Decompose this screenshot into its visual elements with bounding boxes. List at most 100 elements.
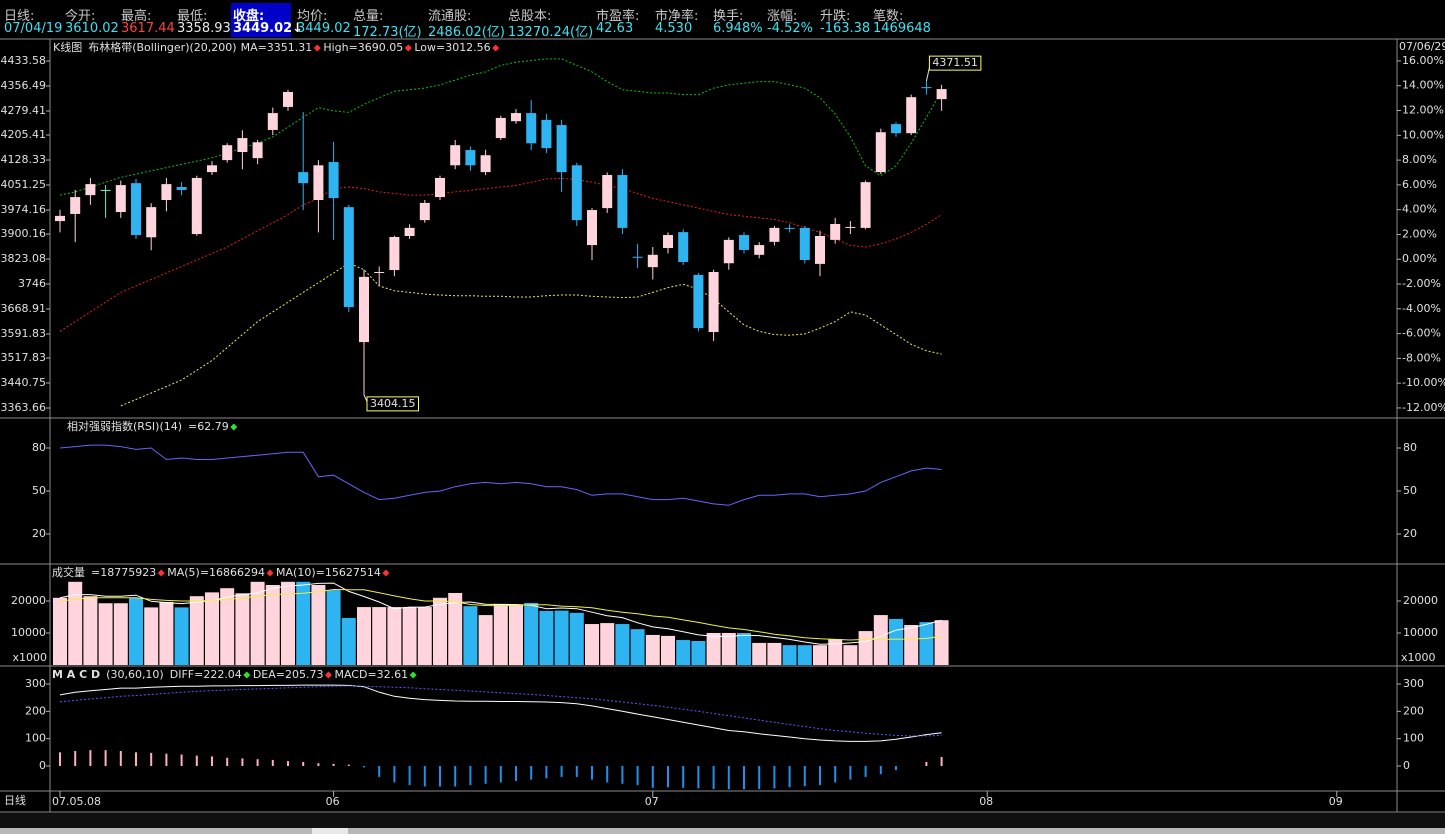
- candle-body: [313, 165, 324, 200]
- macd-bar: [302, 761, 305, 767]
- candle-body: [55, 215, 65, 222]
- y2-tick-label: 14.00%: [1402, 79, 1444, 92]
- y-tick-label-right: 0: [1403, 759, 1410, 772]
- y2-tick-label: 6.00%: [1402, 178, 1437, 191]
- readout: Low=3012.56: [414, 41, 490, 54]
- macd-bar: [119, 750, 122, 767]
- unit-label: x1000: [12, 651, 47, 664]
- volume-bar: [113, 603, 128, 665]
- candle-body: [906, 97, 917, 134]
- readout: MACD=32.61: [334, 668, 408, 681]
- date-label: 07/06/29: [1399, 40, 1445, 53]
- candle-body: [161, 184, 172, 200]
- volume-ma: [59, 588, 942, 641]
- candle-body: [207, 165, 217, 173]
- volume-bar: [98, 603, 113, 665]
- x-tick-label: 06: [326, 795, 340, 808]
- macd-bar: [712, 766, 715, 789]
- candle-body: [328, 162, 339, 199]
- field-value: -4.52%: [767, 21, 813, 36]
- field-label: 升跌:: [820, 9, 851, 24]
- y2-tick-label: -10.00%: [1402, 376, 1445, 389]
- volume-bar: [341, 617, 356, 665]
- macd-bar: [165, 753, 168, 767]
- volume-bar: [554, 610, 569, 665]
- y-tick-label: 3363.66: [1, 401, 47, 414]
- volume-bar: [539, 610, 554, 665]
- quote-field: 日线: 07/04/19: [2, 3, 62, 37]
- macd-bar: [849, 766, 852, 780]
- candle-body: [647, 254, 658, 268]
- macd-bar: [682, 766, 685, 788]
- candle-body: [252, 142, 263, 159]
- candle-body: [100, 189, 111, 191]
- field-label: 流通股:: [428, 9, 472, 24]
- readout: DIFF=222.04: [170, 668, 242, 681]
- volume-bar: [767, 642, 782, 665]
- y-tick-label: 100: [25, 732, 46, 745]
- candle-body: [480, 155, 491, 173]
- field-label: 笔数:: [873, 9, 904, 24]
- quote-field: 总量: 172.73(亿): [351, 3, 425, 40]
- unit-label-right: x1000: [1401, 651, 1436, 664]
- macd-bar: [697, 766, 700, 789]
- quote-field: 笔数: 1469648: [871, 3, 941, 37]
- y-tick-label: 50: [32, 484, 46, 497]
- candle-body: [70, 197, 81, 214]
- candle-body: [191, 177, 202, 235]
- candle-body: [298, 172, 309, 184]
- macd-bar: [271, 759, 274, 767]
- volume-bar: [721, 633, 736, 665]
- y2-tick-label: -12.00%: [1402, 401, 1445, 414]
- volume-bar: [417, 607, 432, 665]
- y2-tick-label: 10.00%: [1402, 128, 1444, 141]
- period-label: 日线: [4, 793, 26, 807]
- macd-bar: [287, 761, 289, 767]
- candle-body: [465, 150, 476, 166]
- volume-bar: [250, 581, 265, 665]
- readout-marker: [313, 44, 321, 52]
- annotation-label: 4371.51: [932, 56, 978, 69]
- readout: =18775923: [91, 566, 156, 579]
- y-tick-label: 300: [25, 677, 46, 690]
- y2-tick-label: 2.00%: [1402, 227, 1437, 240]
- y-tick-label: 4051.25: [1, 178, 47, 191]
- macd-bar: [378, 766, 381, 777]
- volume-bar: [645, 634, 660, 665]
- volume-bar: [858, 631, 873, 665]
- volume-bar: [524, 602, 539, 665]
- candle-body: [678, 232, 689, 262]
- readout-marker: [157, 569, 165, 577]
- field-label: 涨幅:: [767, 9, 798, 24]
- panel-title: K线图: [53, 40, 82, 54]
- volume-bar: [220, 588, 235, 665]
- macd-bar: [408, 766, 411, 786]
- readout: MA(5)=16866294: [167, 566, 265, 579]
- field-label: 总股本:: [508, 9, 552, 24]
- volume-bar: [281, 581, 295, 665]
- macd-bar: [864, 766, 867, 777]
- volume-bar: [205, 592, 219, 665]
- candle-body: [632, 256, 643, 258]
- bollinger-band: [59, 177, 942, 332]
- volume-bar: [174, 607, 189, 665]
- readout-marker: [492, 44, 500, 52]
- candle-body: [526, 113, 537, 144]
- candle-body: [769, 227, 780, 242]
- volume-bar: [737, 633, 751, 665]
- readout-marker: [243, 671, 251, 679]
- panel-subtitle: 布林格带(Bollinger)(20,200): [88, 40, 236, 54]
- annotation-box: [366, 396, 419, 412]
- field-label: 总量:: [353, 9, 384, 24]
- macd-bar: [940, 756, 943, 767]
- y-tick-label: 4128.33: [1, 153, 47, 166]
- macd-bar: [317, 763, 320, 767]
- candle-body: [663, 235, 673, 248]
- macd-bar: [545, 766, 548, 779]
- readout: DEA=205.73: [253, 668, 324, 681]
- y-tick-label: 20000: [11, 594, 46, 607]
- quote-field: 市盈率: 42.63: [594, 3, 652, 37]
- macd-bar: [530, 766, 533, 780]
- y-tick-label-right: 20000: [1403, 594, 1438, 607]
